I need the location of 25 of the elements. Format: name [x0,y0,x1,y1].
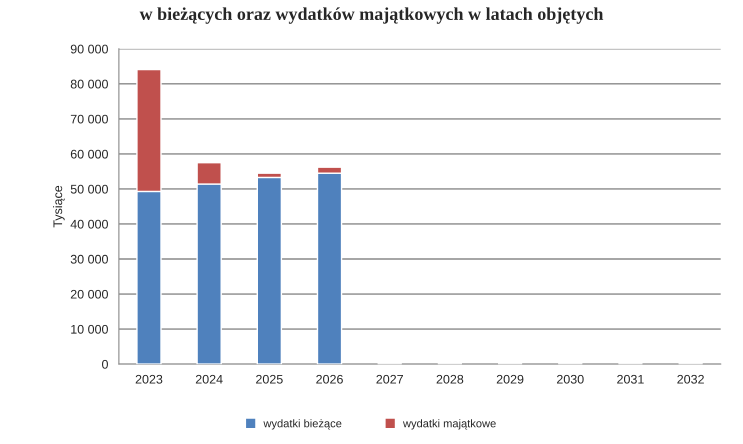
y-axis-title: Tysiące [53,186,65,228]
y-tick-label: 70 000 [70,114,108,124]
y-tick-label: 50 000 [70,184,108,194]
x-tick-label: 2024 [196,374,223,384]
x-tick-label: 2031 [617,374,644,384]
x-tick-label: 2027 [376,374,403,384]
x-tick-label: 2032 [677,374,704,384]
y-tick-label: 0 [102,360,108,369]
x-tick-label: 2030 [556,374,584,384]
bar [256,176,282,364]
y-tick-label: 30 000 [70,254,108,264]
y-tick-label: 10 000 [71,324,108,334]
legend-label: wydatki bieżące [263,419,342,430]
x-tick-label: 2028 [436,374,464,384]
x-tick-label: 2025 [256,374,283,384]
x-tick-label: 2029 [496,374,524,384]
y-tick-label: 90 000 [70,44,108,54]
y-tick-label: 80 000 [70,80,108,89]
x-tick-label: 2023 [136,374,162,384]
legend-label: wydatki majątkowe [402,419,496,430]
y-tick-label: 40 000 [70,220,108,229]
y-tick-label: 60 000 [70,150,108,159]
x-tick-label: 2026 [316,374,343,384]
y-tick-label: 20 000 [70,290,108,299]
chart-title: w bieżących oraz wydatków majątkowych w latach objętych [140,7,604,24]
